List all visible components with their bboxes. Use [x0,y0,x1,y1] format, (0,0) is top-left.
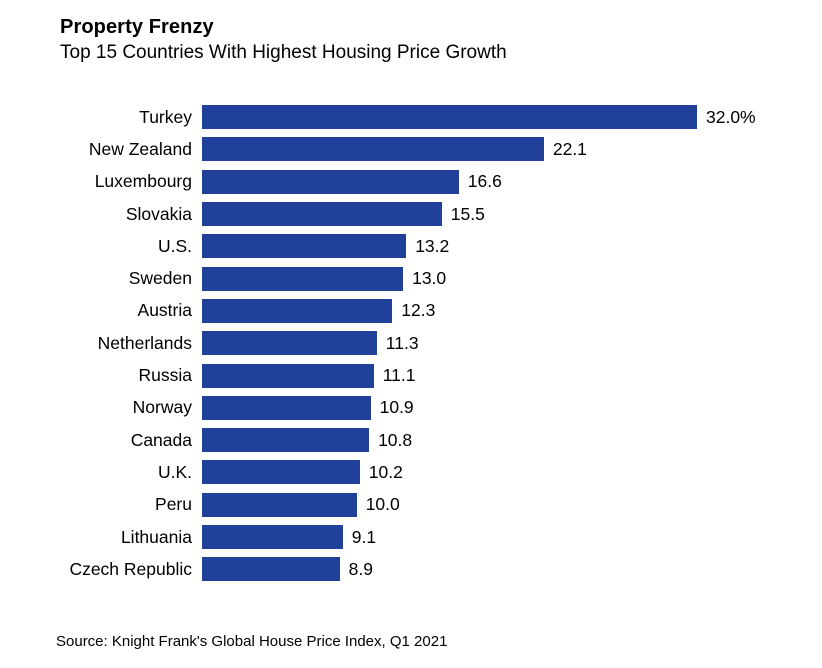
value-label: 9.1 [351,526,377,547]
chart-row: Russia 11.1 [0,359,822,391]
country-label: Canada [130,429,192,450]
chart-row: Norway 10.9 [0,392,822,424]
chart-row: Sweden 13.0 [0,262,822,294]
value-label: 10.0 [365,494,400,515]
bar [202,234,407,259]
country-label: New Zealand [88,138,192,159]
chart-row: U.S. 13.2 [0,230,822,262]
chart-subtitle: Top 15 Countries With Highest Housing Pr… [60,42,507,63]
chart-row: Lithuania 9.1 [0,521,822,553]
value-label: 16.6 [467,171,502,192]
bar [202,202,442,227]
value-label: 8.9 [348,558,373,579]
source-note: Source: Knight Frank's Global House Pric… [56,633,448,650]
country-label: Norway [132,397,192,418]
value-label: 11.3 [385,332,419,353]
bar [202,395,371,420]
value-label: 11.1 [382,365,416,386]
value-label: 10.2 [368,461,403,482]
value-label: 13.0 [412,268,447,289]
chart-row: Czech Republic 8.9 [0,553,822,585]
chart-row: Austria 12.3 [0,295,822,327]
bar [202,525,343,549]
bar [202,331,377,356]
value-label: 10.9 [379,397,414,418]
country-label: Sweden [128,268,192,289]
bar [202,137,544,162]
value-label: 10.8 [378,429,413,450]
chart-title: Property Frenzy [60,16,214,38]
chart-row: Peru 10.0 [0,489,822,521]
value-label: 22.1 [552,138,587,159]
country-label: Czech Republic [69,558,192,579]
chart-row: Canada 10.8 [0,424,822,456]
chart-row: New Zealand 22.1 [0,133,822,165]
country-label: Lithuania [120,526,192,547]
bar [202,557,340,582]
country-label: Turkey [139,106,192,127]
value-label: 13.2 [415,235,450,256]
chart-row: Slovakia 15.5 [0,198,822,230]
bar [202,492,357,517]
bar [202,298,393,323]
bar [202,169,459,194]
country-label: Peru [155,494,192,515]
chart-header: Property Frenzy Top 15 Countries With Hi… [0,0,822,65]
country-label: Austria [137,300,192,321]
value-label: 15.5 [450,203,485,224]
bar [202,363,374,388]
bar [202,460,360,485]
chart-row: Luxembourg 16.6 [0,166,822,198]
bar [202,428,370,453]
chart-row: Turkey 32.0% [0,101,822,133]
country-label: U.S. [157,235,192,256]
country-label: Luxembourg [94,171,192,192]
bar [202,105,697,130]
country-label: Netherlands [97,332,192,353]
country-label: Russia [138,365,193,386]
bar [202,266,404,291]
chart-row: U.K. 10.2 [0,456,822,488]
value-label: 12.3 [401,300,436,321]
chart-row: Netherlands 11.3 [0,327,822,359]
value-label: 32.0% [706,106,756,127]
country-label: U.K. [157,461,192,482]
country-label: Slovakia [125,203,192,224]
bar-chart: Turkey 32.0% New Zealand 22.1 Luxembourg… [0,101,822,585]
